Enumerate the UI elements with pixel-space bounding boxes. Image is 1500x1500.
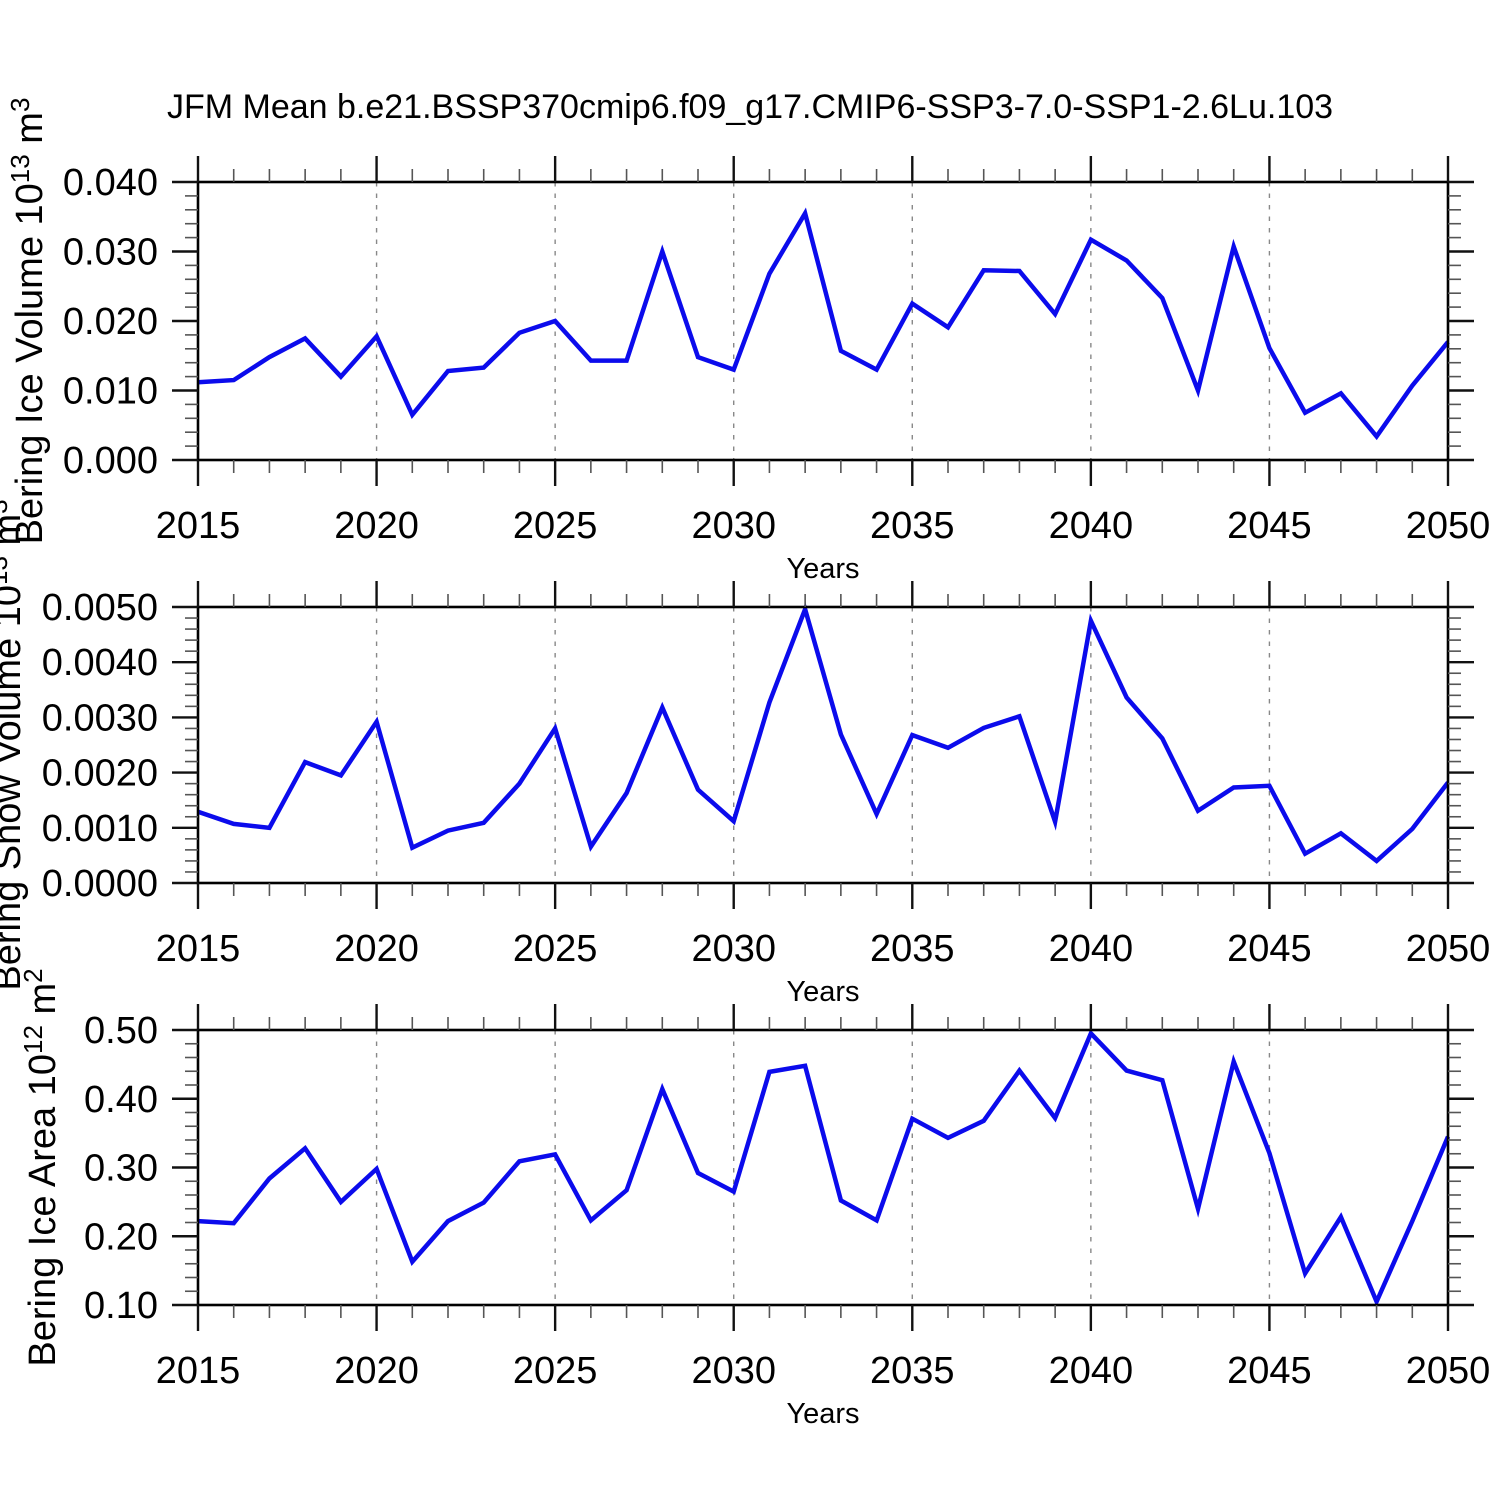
panel-bering-ice-area: 2015 2020 2025 2030 2035 2040 2045 2050 0.10 0.20…: [18, 968, 1490, 1430]
y-tick-label: 0.020: [63, 301, 158, 343]
x-tick-label: 2030: [691, 505, 776, 547]
y-tick-label: 0.0010: [42, 808, 158, 850]
x-axis-ticks: [196, 156, 1450, 486]
x-tick-label: 2035: [870, 505, 955, 547]
x-tick-label: 2020: [334, 1350, 419, 1392]
y-tick-label: 0.20: [84, 1216, 158, 1258]
x-axis-label: Years: [786, 976, 859, 1008]
x-axis-label: Years: [786, 1398, 859, 1430]
y-axis-ticks: [172, 1028, 1474, 1307]
x-axis-ticks: [196, 581, 1450, 909]
y-axis-label: Bering Ice Volume 1013 m3: [5, 98, 51, 545]
y-tick-label: 0.010: [63, 371, 158, 413]
y-tick-label: 0.0050: [42, 587, 158, 629]
y-axis-label: Bering Ice Area 1012 m2: [18, 968, 64, 1366]
x-tick-label: 2035: [870, 1350, 955, 1392]
x-tick-labels: 2015 2020 2025 2030 2035 2040 2045 2050: [156, 505, 1491, 547]
series-line-bering-ice-volume: [197, 207, 1450, 441]
x-tick-label: 2040: [1049, 928, 1134, 970]
x-tick-label: 2025: [513, 1350, 598, 1392]
series-line-bering-ice-area: [197, 1029, 1451, 1308]
series-line-bering-snow-volume: [197, 602, 1450, 864]
chart-title: JFM Mean b.e21.BSSP370cmip6.f09_g17.CMIP…: [166, 88, 1334, 126]
y-tick-label: 0.0030: [42, 697, 158, 739]
y-tick-label: 0.30: [84, 1148, 158, 1190]
y-axis-ticks: [172, 605, 1474, 885]
x-tick-labels: 2015 2020 2025 2030 2035 2040 2045 2050: [156, 928, 1491, 970]
x-tick-label: 2015: [156, 505, 241, 547]
gridlines: [375, 182, 1271, 460]
y-tick-label: 0.0020: [42, 753, 158, 795]
y-tick-label: 0.40: [84, 1079, 158, 1121]
x-tick-label: 2015: [156, 928, 241, 970]
x-tick-label: 2015: [156, 1350, 241, 1392]
x-tick-label: 2050: [1406, 1350, 1491, 1392]
x-tick-label: 2020: [334, 928, 419, 970]
x-axis-ticks: [196, 1004, 1450, 1331]
y-tick-label: 0.10: [84, 1285, 158, 1327]
x-tick-label: 2050: [1406, 928, 1491, 970]
x-tick-label: 2050: [1406, 505, 1491, 547]
plot-frame: [196, 605, 1450, 885]
x-tick-label: 2035: [870, 928, 955, 970]
x-tick-label: 2040: [1049, 1350, 1134, 1392]
x-tick-label: 2030: [691, 1350, 776, 1392]
y-tick-labels: 0.000 0.010 0.020 0.030 0.040: [63, 162, 158, 482]
x-tick-label: 2045: [1227, 928, 1312, 970]
x-tick-label: 2025: [513, 505, 598, 547]
x-tick-label: 2030: [691, 928, 776, 970]
panel-bering-snow-volume: 2015 2020 2025 2030 2035 2040 2045 20500.00000.…: [0, 499, 1490, 1008]
x-tick-label: 2045: [1227, 1350, 1312, 1392]
y-tick-label: 0.0000: [42, 863, 158, 905]
y-axis-ticks: [172, 180, 1474, 462]
y-tick-labels: 0.10 0.20 0.30 0.40 0.50: [84, 1010, 158, 1327]
y-tick-label: 0.030: [63, 232, 158, 274]
y-tick-labels: 0.0000 0.0010 0.0020 0.0030 0.0040 0.0050: [42, 587, 158, 905]
x-tick-label: 2025: [513, 928, 598, 970]
y-axis-label: Bering Snow Volume 1013 m3: [0, 499, 29, 990]
x-axis-label: Years: [786, 553, 859, 585]
x-tick-label: 2045: [1227, 505, 1312, 547]
x-tick-labels: 2015 2020 2025 2030 2035 2040 2045 2050: [156, 1350, 1491, 1392]
gridlines: [375, 607, 1271, 883]
panel-bering-ice-volume: 2015 2020 2025 2030 2035 2040 2045 20500.0000.0…: [5, 98, 1490, 585]
y-tick-label: 0.000: [63, 440, 158, 482]
x-tick-label: 2020: [334, 505, 419, 547]
plot-frame: [196, 1028, 1450, 1307]
x-tick-label: 2040: [1049, 505, 1134, 547]
y-tick-label: 0.040: [63, 162, 158, 204]
y-tick-label: 0.0040: [42, 642, 158, 684]
y-tick-label: 0.50: [84, 1010, 158, 1052]
